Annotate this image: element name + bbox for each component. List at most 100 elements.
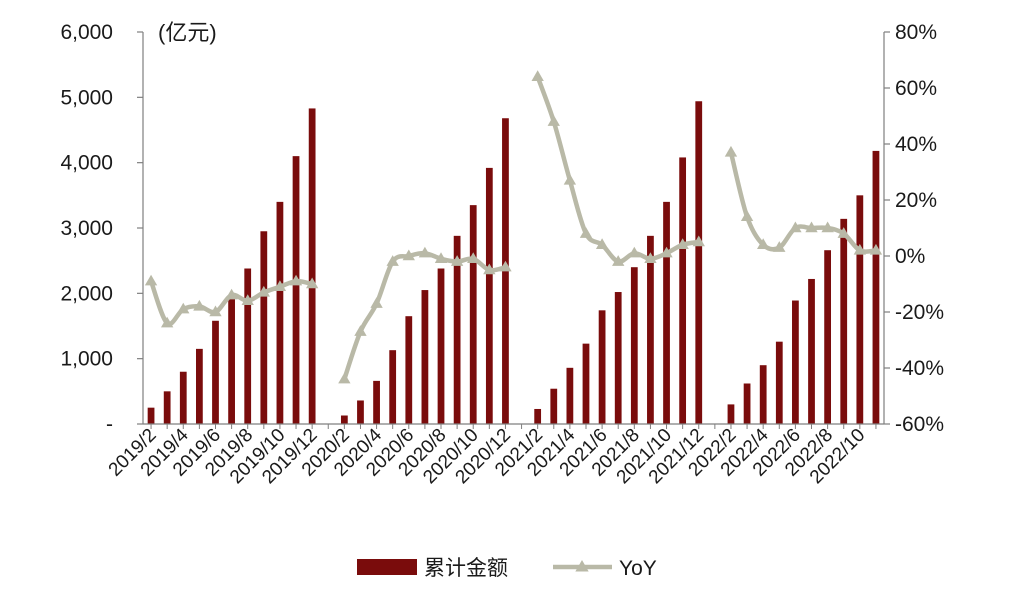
bar	[195, 348, 203, 424]
bar	[630, 267, 638, 424]
yoy-point	[193, 299, 206, 311]
bar	[663, 201, 670, 424]
yoy-point	[579, 227, 593, 238]
left-axis-ticks: - 1,000 2,000 3,000 4,000 5,000 6,000	[60, 21, 143, 436]
yoy-point	[225, 288, 238, 300]
yoy-series	[144, 70, 883, 384]
yoy-point	[773, 241, 786, 252]
yoy-point	[563, 173, 577, 185]
yoy-line	[728, 151, 877, 254]
bar	[743, 383, 751, 424]
yoy-point	[160, 316, 174, 328]
bar	[212, 320, 219, 424]
yoy-point	[257, 285, 270, 297]
yoy-point	[612, 255, 625, 266]
left-tick-label: 2,000	[60, 282, 113, 305]
yoy-point	[450, 255, 464, 266]
bar	[792, 300, 799, 424]
bar	[550, 388, 558, 424]
yoy-point	[354, 325, 367, 336]
right-tick-label: 80%	[895, 21, 937, 44]
x-axis-ticks: 2019/22019/42019/62019/82019/102019/1220…	[105, 424, 877, 488]
bar	[228, 295, 235, 424]
right-tick-label: 0%	[895, 245, 925, 268]
left-tick-label: 5,000	[60, 86, 113, 109]
bar	[872, 150, 880, 424]
right-tick-label: 40%	[895, 133, 937, 156]
yoy-point	[370, 297, 383, 308]
yoy-point	[724, 145, 738, 157]
bar	[179, 371, 187, 424]
bar	[808, 278, 815, 424]
yoy-point	[289, 274, 303, 286]
legend-label-bar: 累计金额	[424, 557, 508, 580]
legend: 累计金额 YoY	[357, 557, 657, 580]
bar	[276, 201, 284, 424]
bar	[598, 310, 606, 424]
yoy-point	[628, 246, 641, 258]
right-tick-label: -20%	[895, 301, 944, 324]
yoy-point	[676, 238, 689, 250]
yoy-point	[241, 294, 254, 306]
right-tick-label: 20%	[895, 189, 937, 212]
bar	[260, 231, 268, 424]
bar	[566, 367, 574, 424]
yoy-point	[789, 221, 802, 233]
bar	[163, 391, 171, 424]
yoy-point	[144, 274, 158, 286]
yoy-point	[386, 255, 399, 266]
yoy-point	[869, 243, 883, 255]
bar	[405, 316, 413, 424]
bar	[856, 195, 864, 424]
yoy-point	[434, 252, 448, 264]
yoy-line	[535, 76, 700, 264]
bar	[453, 235, 461, 424]
yoy-point	[595, 238, 609, 250]
bar	[759, 365, 767, 424]
yoy-point	[805, 221, 818, 233]
bar	[357, 400, 364, 424]
yoy-point	[853, 243, 867, 255]
yoy-point	[547, 115, 560, 126]
yoy-point	[402, 249, 415, 261]
yoy-point	[644, 252, 657, 264]
yoy-point	[660, 246, 673, 258]
right-tick-label: -60%	[895, 413, 944, 436]
yoy-point	[209, 305, 222, 317]
bar	[534, 408, 542, 424]
bar	[695, 101, 703, 425]
bar	[308, 108, 316, 424]
bar	[437, 268, 445, 424]
bar	[340, 415, 348, 424]
right-tick-label: 60%	[895, 77, 937, 100]
left-tick-label: -	[106, 413, 113, 436]
legend-swatch-bar	[357, 559, 417, 575]
legend-marker-triangle	[575, 560, 589, 572]
bar	[421, 290, 429, 424]
bar	[147, 407, 155, 424]
right-tick-label: -40%	[895, 357, 944, 380]
bar	[647, 235, 654, 424]
bar	[469, 205, 477, 424]
bar	[727, 404, 735, 424]
unit-label: (亿元)	[158, 20, 217, 45]
yoy-point	[467, 252, 480, 264]
yoy-point	[692, 235, 705, 247]
left-tick-label: 3,000	[60, 217, 113, 240]
yoy-point	[273, 280, 287, 292]
bar	[582, 343, 590, 424]
bar	[485, 167, 493, 425]
yoy-point	[177, 302, 190, 314]
yoy-point	[757, 238, 770, 250]
bar	[389, 350, 397, 424]
bar	[614, 292, 622, 424]
legend-label-line: YoY	[619, 557, 657, 580]
yoy-point	[531, 70, 544, 82]
right-axis-ticks: -60% -40% -20% 0% 20% 40% 60% 80%	[884, 21, 944, 436]
bar	[775, 341, 783, 424]
bar	[840, 218, 848, 424]
left-tick-label: 1,000	[60, 348, 113, 371]
bar	[679, 157, 687, 424]
yoy-point	[837, 227, 850, 238]
